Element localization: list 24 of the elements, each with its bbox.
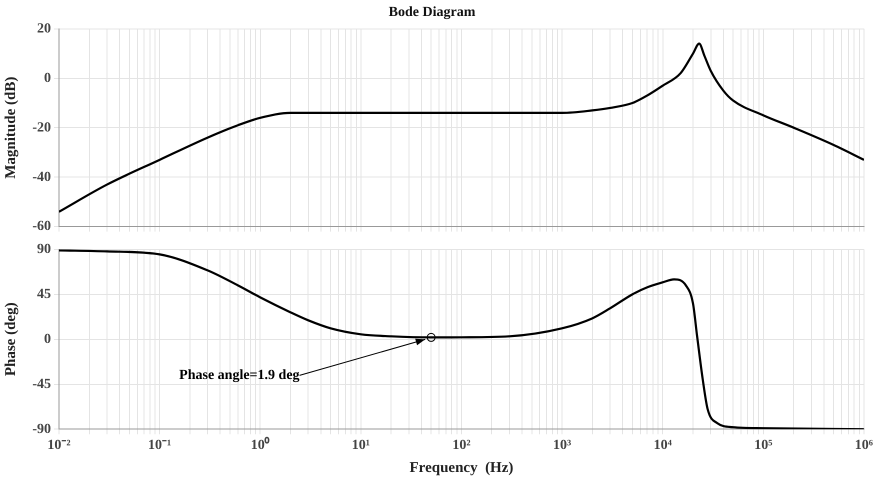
y-tick-label: 45 — [37, 286, 51, 302]
x-tick-label: 10⁻¹ — [148, 438, 172, 454]
y-tick-label: 90 — [37, 242, 51, 258]
y-tick-label: 0 — [44, 70, 51, 86]
y-tick-label: 0 — [44, 332, 51, 347]
y-tick-label: 20 — [37, 21, 51, 36]
x-tick-label: 10⁴ — [654, 438, 673, 454]
annotation: Phase angle=1.9 deg — [179, 368, 300, 384]
x-tick-label: 10⁵ — [754, 438, 772, 454]
x-tick-label: 10¹ — [352, 438, 370, 454]
y-axis-title: Phase (deg) — [2, 302, 19, 376]
y-tick-label: -20 — [32, 120, 51, 136]
y-tick-label: -40 — [32, 170, 51, 185]
x-tick-label: 10⁻² — [47, 438, 71, 454]
x-tick-label: 10⁶ — [854, 438, 874, 454]
x-tick-label: 10³ — [552, 438, 572, 454]
x-axis-title: Frequency (Hz) — [410, 460, 514, 476]
x-tick-label: 10⁰ — [250, 436, 270, 454]
chart-title: Bode Diagram — [388, 5, 476, 20]
x-tick-label: 10² — [452, 438, 471, 454]
y-axis-title: Magnitude (dB) — [2, 76, 19, 179]
y-tick-label: -45 — [32, 376, 51, 392]
y-tick-label: -60 — [32, 219, 51, 234]
y-tick-label: -90 — [32, 422, 51, 437]
